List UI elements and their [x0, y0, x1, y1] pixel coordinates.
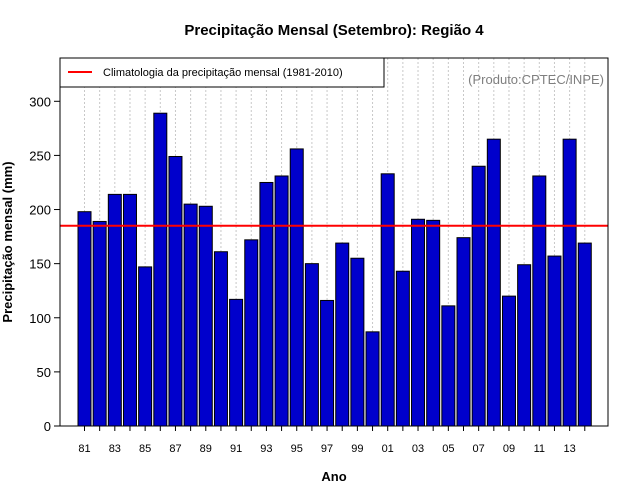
bar-05 [441, 305, 456, 427]
bar-95 [289, 148, 304, 427]
x-tick-label: 07 [473, 443, 485, 455]
y-tick-label: 50 [37, 365, 51, 380]
bar-83 [107, 193, 122, 427]
x-tick-label: 99 [351, 443, 363, 455]
x-tick-label: 85 [139, 443, 151, 455]
bar-00 [365, 331, 380, 427]
x-tick-label: 81 [78, 443, 90, 455]
bar-13 [562, 138, 577, 427]
bar-03 [411, 218, 426, 427]
x-tick-label: 03 [412, 443, 424, 455]
y-tick-label: 100 [29, 311, 51, 326]
bar-94 [274, 175, 289, 427]
bar-86 [153, 112, 168, 427]
y-tick-label: 250 [29, 148, 51, 163]
bar-85 [138, 266, 153, 427]
bar-98 [335, 242, 350, 427]
x-tick-label: 01 [382, 443, 394, 455]
bar-87 [168, 155, 183, 427]
x-tick-label: 89 [200, 443, 212, 455]
bar-07 [471, 165, 486, 427]
bar-81 [77, 211, 92, 427]
bar-09 [501, 295, 516, 427]
credit-text: (Produto:CPTEC/INPE) [468, 72, 604, 87]
y-tick-label: 150 [29, 257, 51, 272]
x-tick-label: 05 [442, 443, 454, 455]
chart-title: Precipitação Mensal (Setembro): Região 4 [184, 22, 484, 39]
bar-90 [213, 251, 228, 427]
bar-01 [380, 173, 395, 427]
bar-82 [92, 220, 107, 427]
bar-91 [229, 298, 244, 427]
y-tick-label: 0 [44, 419, 51, 434]
bar-11 [532, 175, 547, 427]
y-tick-label: 300 [29, 94, 51, 109]
x-tick-label: 93 [260, 443, 272, 455]
legend-box [59, 57, 385, 88]
x-tick-label: 95 [291, 443, 303, 455]
x-tick-label: 91 [230, 443, 242, 455]
x-tick-label: 87 [169, 443, 181, 455]
legend: Climatologia da precipitação mensal (198… [59, 57, 385, 88]
bar-10 [517, 264, 532, 427]
bar-04 [426, 219, 441, 427]
bar-08 [486, 138, 501, 427]
bar-12 [547, 255, 562, 427]
bar-84 [122, 193, 137, 427]
y-tick-label: 200 [29, 203, 51, 218]
bar-88 [183, 203, 198, 427]
x-tick-label: 83 [109, 443, 121, 455]
bar-89 [198, 205, 213, 427]
bar-14 [577, 242, 592, 427]
bars [77, 112, 592, 427]
bar-93 [259, 181, 274, 427]
x-tick-label: 97 [321, 443, 333, 455]
bar-99 [350, 257, 365, 427]
x-tick-label: 13 [563, 443, 575, 455]
bar-06 [456, 237, 471, 427]
bar-97 [320, 299, 335, 427]
bar-96 [304, 263, 319, 427]
legend-label: Climatologia da precipitação mensal (198… [103, 67, 343, 79]
bar-92 [244, 239, 259, 427]
y-axis-label: Precipitação mensal (mm) [0, 161, 15, 322]
x-tick-label: 09 [503, 443, 515, 455]
x-tick-label: 11 [534, 443, 545, 455]
bar-02 [395, 270, 410, 427]
x-axis-label: Ano [321, 469, 346, 484]
